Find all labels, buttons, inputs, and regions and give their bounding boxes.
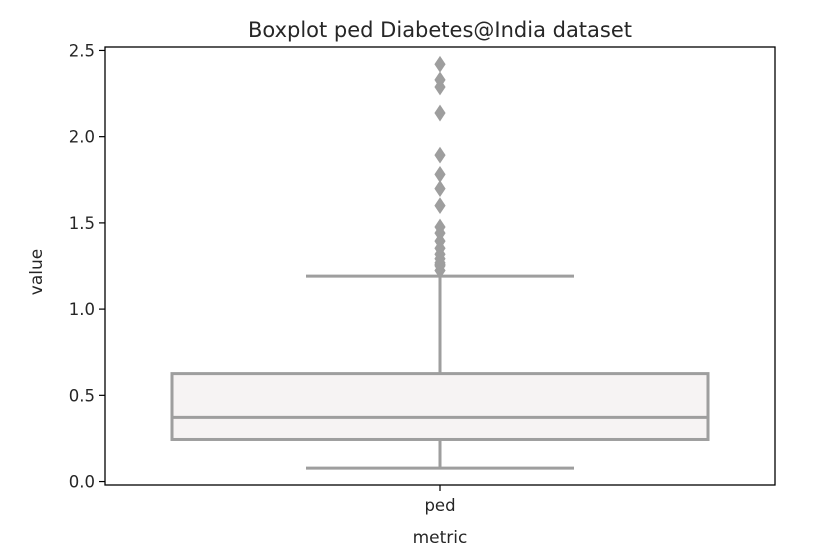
- outlier-point: [434, 55, 446, 73]
- y-axis-label: value: [27, 249, 47, 295]
- x-axis-label: metric: [413, 528, 468, 548]
- plot-area: [170, 55, 710, 470]
- outlier-point: [434, 180, 446, 197]
- outlier-point: [434, 166, 446, 183]
- outlier-point: [434, 104, 446, 122]
- chart-title: Boxplot ped Diabetes@India dataset: [248, 18, 632, 42]
- y-tick-label: 1.5: [69, 214, 95, 233]
- y-tick-label: 0.5: [69, 386, 95, 405]
- y-tick-label: 2.5: [69, 41, 95, 60]
- box-group-ped: [170, 55, 710, 470]
- outlier-point: [434, 218, 446, 236]
- y-tick-label: 2.0: [69, 128, 95, 147]
- y-tick-label: 0.0: [69, 473, 95, 492]
- outlier-point: [434, 71, 446, 89]
- outlier-point: [434, 146, 446, 164]
- outlier-point: [434, 197, 446, 215]
- x-tick-label: ped: [424, 496, 455, 515]
- y-tick-label: 1.0: [69, 300, 95, 319]
- box-iqr: [170, 372, 710, 441]
